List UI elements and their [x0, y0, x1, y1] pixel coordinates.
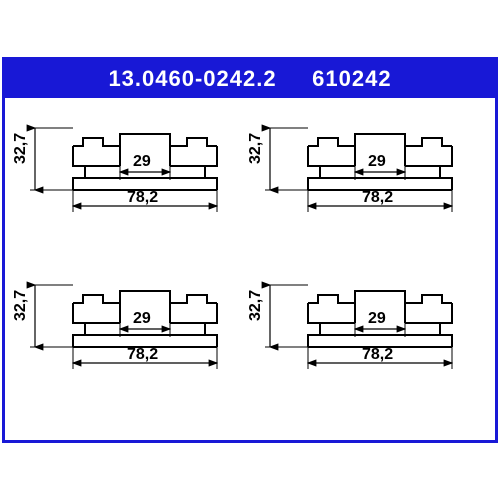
- clip-top-left: 32,7 29 78,2: [12, 128, 217, 212]
- diagram-body: 32,7 29 78,2 32,7 29 78,2 32,7 29 78,2 3…: [5, 98, 495, 434]
- dim-inner: 29: [368, 310, 386, 327]
- dim-inner: 29: [368, 153, 386, 170]
- dim-height: 32,7: [12, 290, 29, 321]
- dim-outer: 78,2: [362, 346, 393, 363]
- dim-outer: 78,2: [127, 189, 158, 206]
- dim-inner: 29: [133, 153, 151, 170]
- header-bar: 13.0460-0242.2 610242: [5, 60, 495, 98]
- part-number: 13.0460-0242.2: [108, 66, 276, 91]
- dim-height: 32,7: [12, 133, 29, 164]
- part-code: 610242: [312, 66, 391, 91]
- diagram-frame: 13.0460-0242.2 610242: [2, 57, 498, 443]
- clip-bottom-right: 32,7 29 78,2: [247, 285, 452, 369]
- clip-bottom-left: 32,7 29 78,2: [12, 285, 217, 369]
- dim-outer: 78,2: [362, 189, 393, 206]
- clip-top-right: 32,7 29 78,2: [247, 128, 452, 212]
- dim-outer: 78,2: [127, 346, 158, 363]
- dim-height: 32,7: [247, 290, 264, 321]
- diagram-svg: 32,7 29 78,2 32,7 29 78,2 32,7 29 78,2 3…: [5, 98, 489, 428]
- dim-inner: 29: [133, 310, 151, 327]
- dim-height: 32,7: [247, 133, 264, 164]
